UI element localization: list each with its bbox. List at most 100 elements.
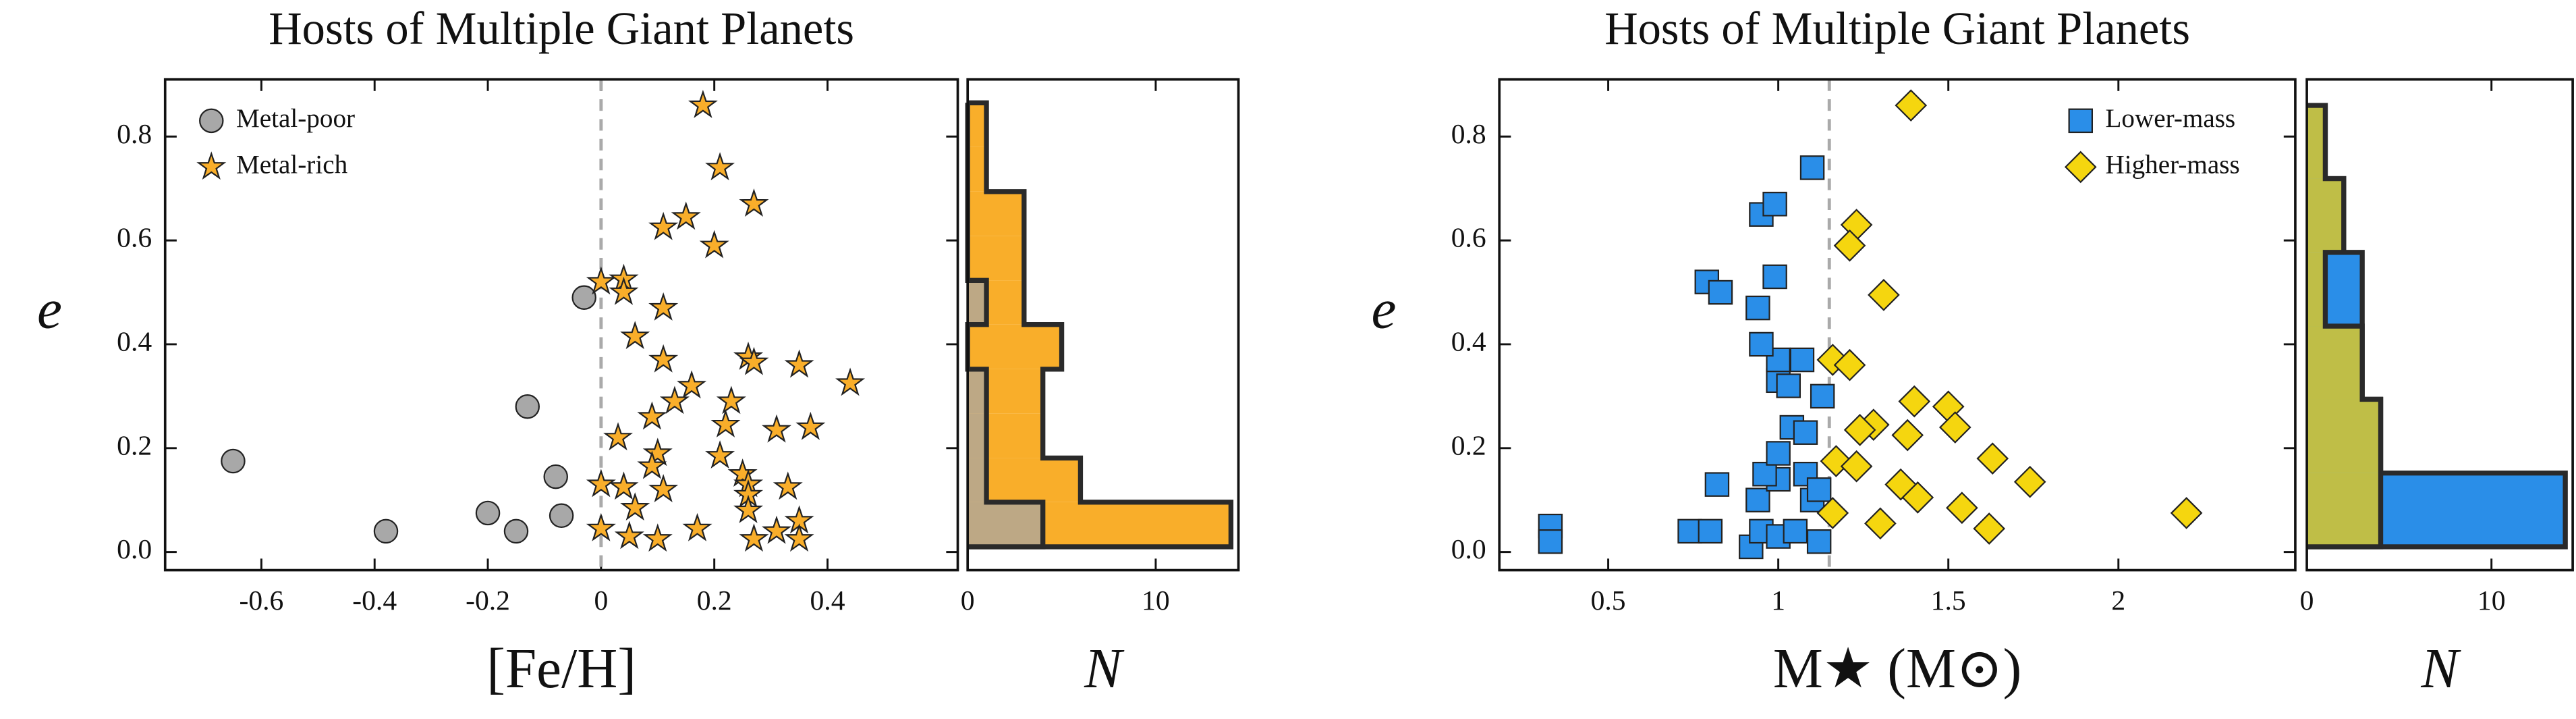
point [1783,518,1808,544]
point [1538,529,1563,554]
point [1833,348,1866,381]
point [739,346,769,375]
legend-label: Lower-mass [2105,104,2235,133]
point [671,201,701,230]
point [739,523,769,552]
point [688,89,718,118]
point [1752,462,1777,487]
histogram-bar [968,458,987,502]
point [1766,441,1791,466]
y-tick-label: 0.6 [117,222,152,253]
point [739,188,769,217]
point [1816,497,1849,529]
x-tick-label: 2 [2111,585,2125,616]
point [1976,442,2009,475]
histogram-bar [968,280,987,325]
x-tick-label: -0.6 [239,585,283,616]
point [1864,507,1897,540]
x-tick-label: -0.4 [352,585,397,616]
x-tick-label: 0.5 [1591,585,1626,616]
point [373,518,399,544]
point [549,503,574,529]
y-tick-label: 0.2 [117,429,152,460]
legend-marker [199,108,224,134]
point [637,450,667,479]
point [1799,155,1825,180]
axes-frame [2305,78,2574,572]
histogram-bar [968,236,1024,281]
histogram-outline [2307,103,2384,550]
point [710,409,741,437]
point [648,292,679,321]
point [1708,279,1733,305]
point [1762,192,1787,217]
y-tick-label: 0.8 [117,118,152,149]
y-tick-label: 0.4 [1451,325,1486,356]
point [1704,472,1730,497]
point [705,152,735,181]
y-tick-label: 0.0 [117,533,152,564]
point [609,471,639,500]
point [682,512,712,541]
y-tick-label: 0.2 [1451,429,1486,460]
y-tick-label: 0.4 [117,325,152,356]
histogram-bar [2307,326,2363,400]
x-tick-label: 10 [1142,585,1170,616]
point [1938,411,1971,444]
legend-marker [196,151,227,180]
point [761,414,792,443]
histogram-bar [2307,105,2326,179]
point [586,469,616,498]
legend-label: Metal-poor [236,104,355,133]
x-tick-label: 10 [2477,585,2506,616]
point [648,474,679,503]
point [716,385,746,415]
axes-frame [1498,78,2297,572]
point [603,422,634,451]
point [733,494,764,523]
point [1816,344,1849,376]
point [699,230,729,259]
point [1793,420,1818,445]
point [475,500,501,526]
chart-title: Hosts of Multiple Giant Planets [1604,3,2190,54]
point [1901,481,1934,514]
x-tick-label: 1 [1771,585,1785,616]
histogram-bar [2307,399,2381,473]
point [773,471,803,500]
point [1946,491,1978,525]
histogram-bar [968,191,1024,236]
legend-marker [2068,108,2094,134]
axes-frame [966,78,1240,572]
y-axis-label: e [1371,278,1396,340]
histogram-bar [2307,252,2326,327]
x-tick-label: 1.5 [1931,585,1966,616]
point [1749,331,1774,357]
point [1973,512,2006,545]
legend-label: Metal-rich [236,150,348,179]
histogram-bar [968,369,987,414]
point [1898,385,1931,418]
point [1843,414,1876,446]
point [1895,89,1928,122]
point [1810,383,1835,409]
histogram-bar [2307,178,2344,252]
point [642,437,673,467]
x-tick-label: -0.2 [466,585,510,616]
point [503,518,529,544]
chart-title: Hosts of Multiple Giant Planets [269,3,854,54]
histogram-bar [968,147,987,192]
point [1840,450,1873,483]
legend-marker [2064,151,2097,184]
x-tick-label: 0 [961,585,975,616]
point [614,521,644,550]
x-tick-label: 0 [2300,585,2314,616]
point [2013,465,2046,498]
point [1833,229,1866,262]
x-tick-label: 0 [594,585,608,616]
point [659,385,690,415]
x-axis-label: [Fe/H] [486,637,636,699]
y-tick-label: 0.6 [1451,222,1486,253]
histogram-bar [968,413,987,458]
